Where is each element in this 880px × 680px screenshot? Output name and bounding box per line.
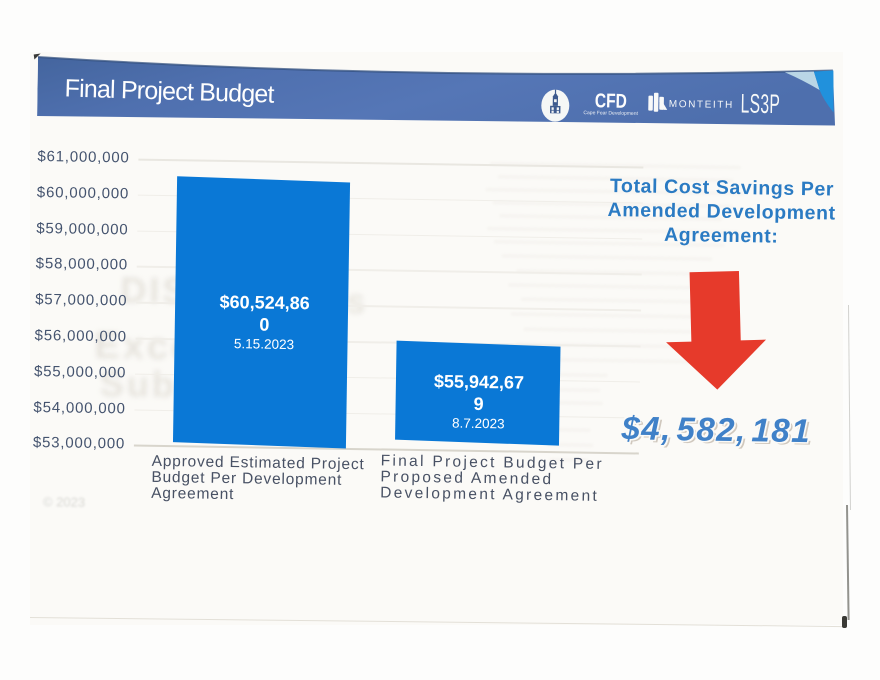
svg-text:MONTEITH: MONTEITH <box>669 99 734 111</box>
svg-text:Final Project Budget: Final Project Budget <box>64 74 275 108</box>
svg-text:CFD: CFD <box>595 89 627 112</box>
svg-text:LS3P: LS3P <box>740 88 780 119</box>
svg-text:Cape Fear Development: Cape Fear Development <box>583 110 638 117</box>
